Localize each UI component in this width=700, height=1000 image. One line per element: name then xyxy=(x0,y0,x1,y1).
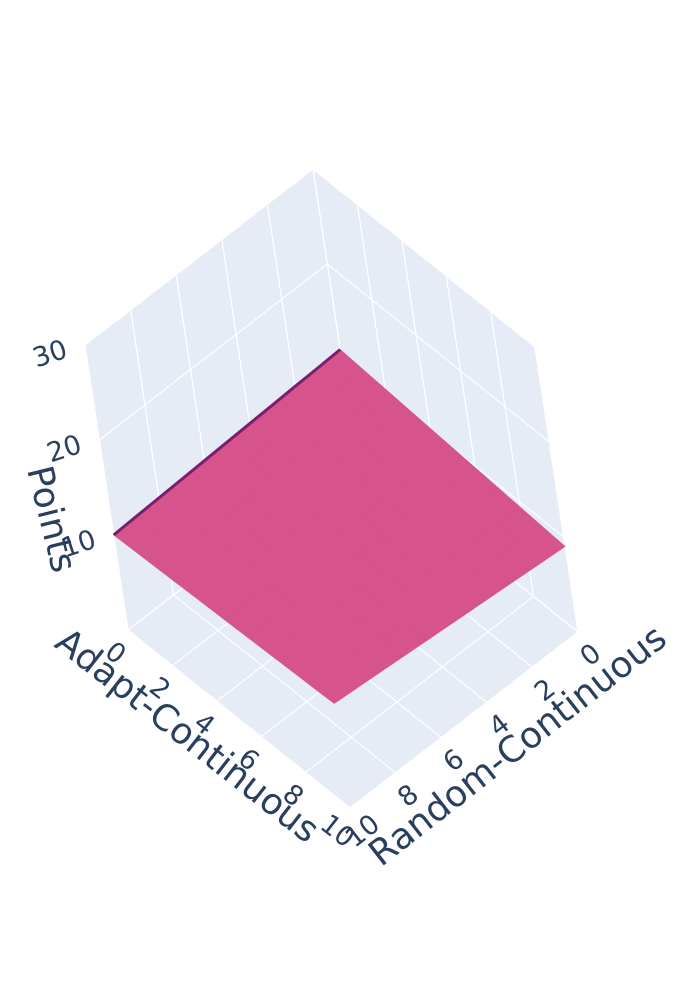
wall-grid-z xyxy=(84,168,314,346)
surface-patch xyxy=(311,670,358,704)
z-axis-title: Points xyxy=(18,462,84,577)
floor-grid-r xyxy=(173,594,396,774)
floor-grid-a xyxy=(349,631,579,809)
wall-grid-z xyxy=(326,263,550,443)
surface-plot xyxy=(112,348,566,704)
wall-grid-z xyxy=(98,263,328,441)
floor-grid-r xyxy=(127,629,351,809)
z-tick-label: 30 xyxy=(29,334,71,374)
surface-edge xyxy=(112,348,342,537)
floor-grid-a xyxy=(305,595,534,773)
wall-grid-z xyxy=(312,168,536,348)
wall-grid-a xyxy=(534,346,579,633)
wall-grid-r xyxy=(84,344,129,631)
